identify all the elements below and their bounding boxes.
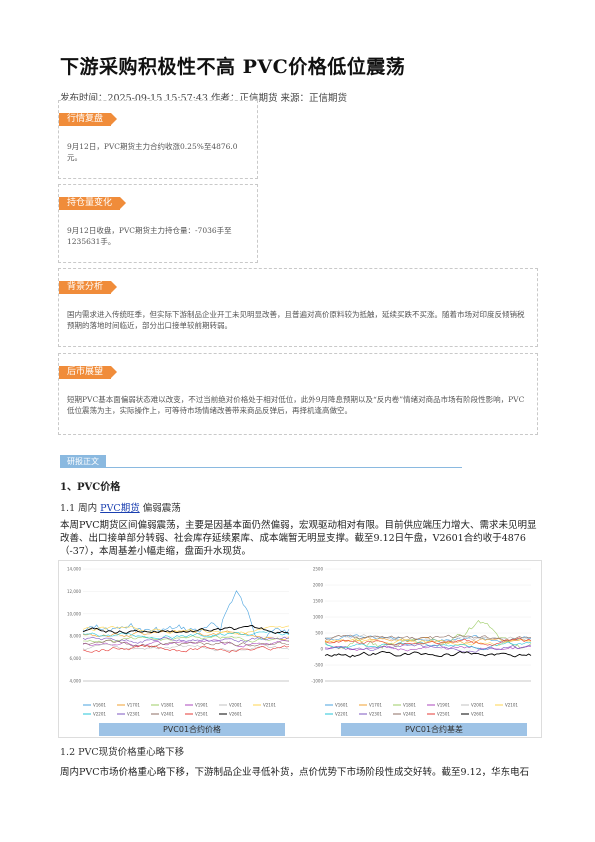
legend-label: V1601 [93,703,106,708]
series-line-v2001 [324,634,532,642]
y-tick-label: -500 [314,663,324,668]
y-tick-label: 4,000 [70,679,82,684]
legend-label: V1701 [127,703,140,708]
subsection-suffix: 偏弱震荡 [142,503,181,514]
legend-label: V2301 [127,712,140,717]
legend-label: V2601 [471,712,484,717]
series-line-v1901 [82,639,290,648]
section-divider [60,467,462,468]
paragraph-1: 本周PVC期货区间偏弱震荡，主要是因基本面仍然偏弱，宏观驱动相对有限。目前供应端… [60,520,537,557]
background-analysis-box: 背景分析 国内需求进入传统旺季，但实际下游制品企业开工未见明显改善，且普遍对高价… [58,268,538,347]
section-heading: 1、PVC价格 [60,482,121,493]
y-tick-label: 2000 [313,583,324,588]
series-line-v2301 [324,644,532,653]
legend-label: V2401 [403,712,416,717]
background-analysis-tag: 背景分析 [59,281,118,294]
legend-label: V2101 [505,703,518,708]
series-line-v2101 [324,638,532,646]
pvc01-basis-chart: 2500 2000 1500 1000 500 0 -500 -1000 V1601 V1701 V… [311,567,532,717]
y-tick-label: 6,000 [70,656,82,661]
series-line-v2601 [324,650,532,658]
series-line-v2501 [82,645,290,653]
pvc01-price-chart: 14,000 12,000 10,000 8,000 6,000 4,000 V1601 V1… [67,567,290,717]
legend-label: V1801 [161,703,174,708]
y-tick-label: 1500 [313,599,324,604]
market-review-tag: 行情复盘 [59,113,118,126]
legend-label: V2201 [93,712,106,717]
article-meta: 发布时间：2025-09-15 15:57:43 作者：正信期货 来源：正信期货 [60,93,347,104]
legend-label: V2401 [161,712,174,717]
series-line-v2401 [324,634,532,642]
position-change-tag: 持仓量变化 [59,197,127,210]
legend-label: V2301 [369,712,382,717]
series-line-v2201 [82,630,290,640]
pvc-futures-link[interactable]: PVC期货 [100,503,140,514]
series-line-v2601 [82,625,290,635]
outlook-tag: 后市展望 [59,366,118,379]
legend-label: V2501 [437,712,450,717]
position-change-text: 9月12日收盘，PVC期货主力持仓量：-7036手至1235631手。 [67,226,232,246]
legend-label: V2001 [229,703,242,708]
legend-label: V2501 [195,712,208,717]
paragraph-2: 周内PVC市场价格重心略下移，下游制品企业寻低补货，点价优势下市场阶段性成交好转… [60,767,530,778]
legend-label: V2101 [263,703,276,708]
market-review-box: 行情复盘 9月12日，PVC期货主力合约收涨0.25%至4876.0元。 [58,100,258,179]
legend-label: V2201 [335,712,348,717]
legend-label: V2601 [229,712,242,717]
y-tick-label: 12,000 [67,589,81,594]
y-tick-label: 8,000 [70,634,82,639]
y-tick-label: 0 [320,647,323,652]
subsection-prefix: 1.1 周内 [60,503,98,514]
series-line-v2001 [82,643,290,652]
chart-panel: 14,000 12,000 10,000 8,000 6,000 4,000 V1601 V1… [58,560,542,738]
y-tick-label: 10,000 [67,611,81,616]
report-body-tag: 研报正文 [60,455,106,468]
series-line-v2101 [82,625,290,635]
background-analysis-text: 国内需求进入传统旺季，但实际下游制品企业开工未见明显改善，且普遍对高价原料较为抵… [67,310,525,330]
left-chart-caption: PVC01合约价格 [99,723,285,736]
series-line-v1701 [82,630,290,640]
legend-label: V1901 [195,703,208,708]
right-chart-caption: PVC01合约基差 [341,723,527,736]
legend-label: V1801 [403,703,416,708]
series-line-v2201 [324,641,532,651]
outlook-box: 后市展望 短期PVC基本面偏弱状态难以改变，不过当前绝对价格处于相对低位，此外9… [58,353,538,435]
legend-label: V1601 [335,703,348,708]
market-review-text: 9月12日，PVC期货主力合约收涨0.25%至4876.0元。 [67,142,238,162]
y-tick-label: 1000 [313,615,324,620]
article-title: 下游采购积极性不高 PVC价格低位震荡 [60,56,406,78]
series-line-v2501 [324,637,532,646]
position-change-box: 持仓量变化 9月12日收盘，PVC期货主力持仓量：-7036手至1235631手… [58,184,258,263]
y-tick-label: -1000 [311,679,323,684]
legend-label: V1701 [369,703,382,708]
y-tick-label: 2500 [313,567,324,572]
legend-label: V2001 [471,703,484,708]
y-tick-label: 500 [315,631,323,636]
series-line-v2401 [82,639,290,648]
subsection-heading-2: 1.2 PVC现货价格重心略下移 [60,747,185,758]
legend-label: V1901 [437,703,450,708]
subsection-heading-1: 1.1 周内 PVC期货 偏弱震荡 [60,500,181,514]
series-line-v1901 [324,644,532,652]
y-tick-label: 14,000 [67,567,81,572]
series-line-v2301 [82,636,290,644]
series-line-v1801 [83,635,290,643]
outlook-text: 短期PVC基本面偏弱状态难以改变，不过当前绝对价格处于相对低位，此外9月降息预期… [67,395,525,415]
